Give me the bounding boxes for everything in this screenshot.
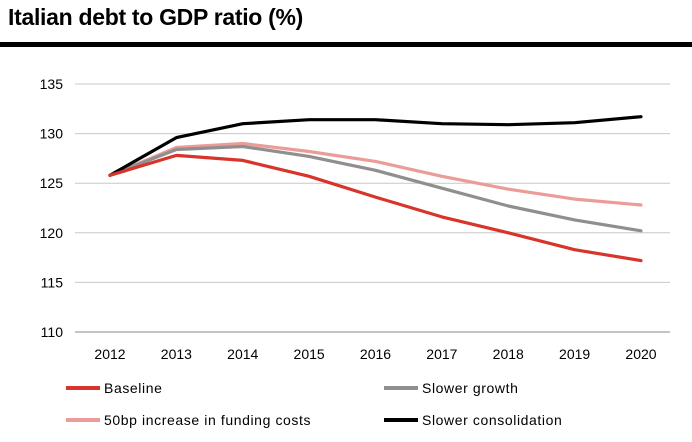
x-tick-label: 2014 xyxy=(227,346,258,362)
x-tick-label: 2012 xyxy=(94,346,125,362)
series-lines xyxy=(108,115,643,263)
y-tick-label: 125 xyxy=(40,175,64,191)
x-tick-label: 2015 xyxy=(294,346,325,362)
x-tick-label: 2020 xyxy=(625,346,656,362)
y-tick-label: 115 xyxy=(41,274,64,290)
y-axis-ticks: 110 115 120 125 130 135 xyxy=(40,76,64,340)
x-tick-label: 2018 xyxy=(493,346,524,362)
x-tick-label: 2019 xyxy=(559,346,590,362)
series-line-slower-consolidation xyxy=(108,115,643,177)
x-tick-label: 2013 xyxy=(161,346,192,362)
grid-lines xyxy=(75,83,670,333)
y-tick-label: 130 xyxy=(40,126,64,142)
x-axis-ticks: 2012 2013 2014 2015 2016 2017 2018 2019 2020 xyxy=(94,346,656,362)
y-tick-label: 135 xyxy=(40,76,64,92)
series-line-baseline xyxy=(108,153,643,263)
x-tick-label: 2016 xyxy=(360,346,391,362)
y-tick-label: 110 xyxy=(41,324,64,340)
series-line-slower-growth xyxy=(108,144,643,233)
chart-title: Italian debt to GDP ratio (%) xyxy=(8,4,304,30)
series-line-50bp-increase-in-funding-costs xyxy=(108,141,643,207)
y-tick-label: 120 xyxy=(40,225,64,241)
title-underline xyxy=(0,42,692,47)
x-tick-label: 2017 xyxy=(426,346,457,362)
